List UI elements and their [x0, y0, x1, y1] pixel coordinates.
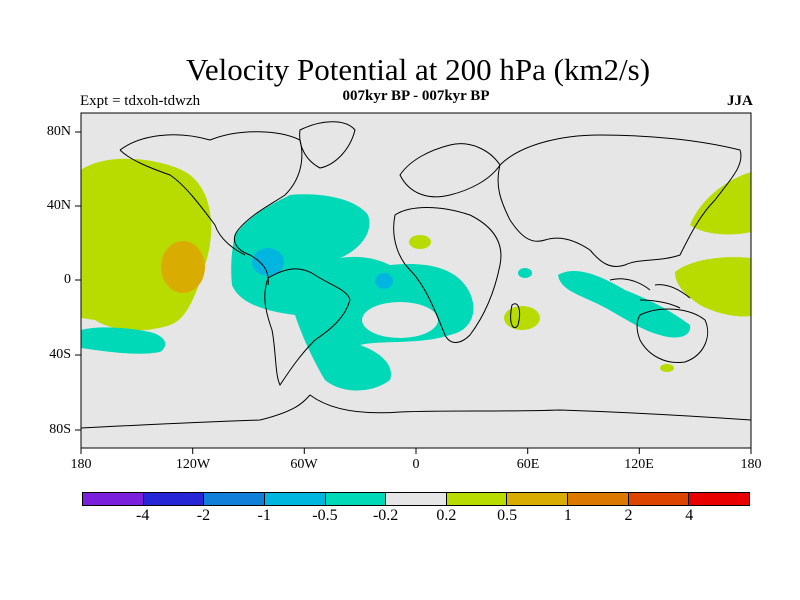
legend-swatch: [628, 493, 690, 505]
map-subtitle: 007kyr BP - 007kyr BP: [342, 88, 490, 104]
legend-label: 2: [624, 507, 633, 524]
coast-madagascar: [510, 303, 521, 329]
legend-swatch: [386, 493, 447, 505]
lat-tick-label: 40S: [49, 347, 71, 362]
coast-antarctica: [81, 394, 751, 429]
legend-swatch: [83, 493, 144, 505]
contour-fields: [81, 158, 751, 391]
legend-swatch: [204, 493, 265, 505]
legend-swatch: [446, 493, 508, 505]
coast-north-america: [119, 131, 303, 286]
lat-tick-label: 0: [64, 272, 71, 287]
legend-label: 4: [685, 507, 694, 524]
lon-tick-label: 180: [70, 457, 92, 472]
field-positive-madagascar: [504, 306, 540, 330]
field-positive-northwestpacific: [690, 172, 751, 235]
legend-label: -4: [136, 507, 150, 524]
axis-ticks: [75, 131, 752, 454]
field-minimum-tropicalatlantic: [375, 273, 393, 289]
field-positive-northafrica: [409, 235, 431, 249]
legend-swatch: [689, 493, 750, 505]
lon-tick-label: 60W: [290, 457, 318, 472]
coastlines: [81, 121, 751, 429]
legend-label: -0.5: [312, 507, 338, 524]
field-positive-westpacific: [675, 257, 751, 317]
field-maximum-pacific: [161, 241, 205, 293]
lon-tick-label: 0: [412, 457, 420, 472]
field-positive-tasman: [660, 364, 674, 372]
field-minimum-caribbean: [252, 248, 284, 276]
coast-indonesia: [609, 278, 691, 309]
lon-tick-label: 120E: [624, 457, 654, 472]
color-legend: [82, 492, 750, 506]
lat-tick-label: 40N: [46, 198, 71, 213]
experiment-label: Expt = tdxoh-tdwzh: [80, 93, 201, 109]
legend-label: -1: [257, 507, 271, 524]
coast-greenland: [299, 121, 356, 169]
field-negative-indonesia: [558, 270, 691, 338]
coast-south-america: [264, 268, 351, 386]
field-neutral-southatlantic: [362, 302, 438, 338]
legend-swatch: [264, 493, 326, 505]
coast-australia: [636, 308, 709, 364]
coast-africa: [393, 207, 502, 343]
legend-label: -2: [196, 507, 211, 524]
legend-label: 0.2: [436, 507, 457, 524]
lon-tick-label: 120W: [175, 457, 211, 472]
legend-label: -0.2: [372, 507, 399, 524]
lon-tick-label: 60E: [516, 457, 540, 472]
lat-tick-label: 80N: [46, 124, 71, 139]
legend-swatch: [325, 493, 387, 505]
lat-tick-label: 80S: [49, 422, 71, 437]
legend-swatch: [568, 493, 629, 505]
season-label: JJA: [727, 93, 753, 109]
field-negative-atlantic: [231, 194, 474, 391]
map-title: Velocity Potential at 200 hPa (km2/s): [185, 52, 651, 87]
field-negative-southpacific: [81, 327, 166, 354]
lon-tick-label: 180: [740, 457, 762, 472]
coast-asia: [497, 134, 742, 267]
legend-swatch: [143, 493, 205, 505]
coast-north-america-west: [119, 149, 246, 256]
legend-label: 1: [563, 507, 572, 524]
legend-swatch: [507, 493, 569, 505]
legend-label: 0.5: [497, 507, 518, 524]
field-negative-arabia: [518, 268, 532, 278]
